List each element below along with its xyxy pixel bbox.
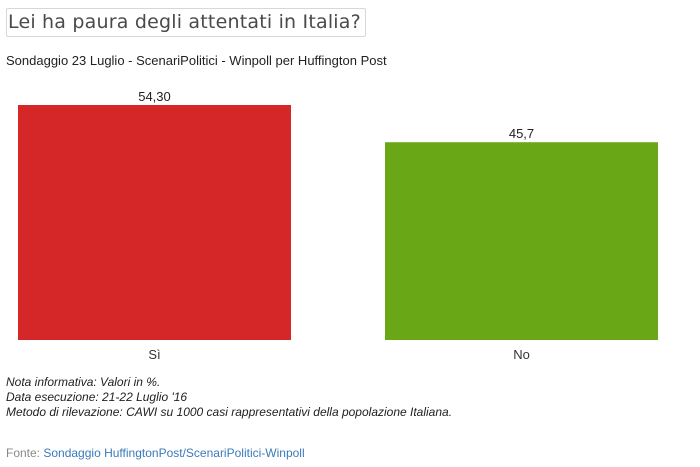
source-prefix: Fonte:	[6, 446, 44, 460]
value-label-1: 45,7	[509, 126, 534, 141]
category-label-1: No	[513, 347, 530, 362]
bar-chart: 54,30 45,7 Sì No	[18, 89, 658, 362]
chart-title: Lei ha paura degli attentati in Italia?	[6, 8, 366, 37]
source-credit: Fonte: Sondaggio HuffingtonPost/ScenariP…	[6, 446, 305, 460]
note-line: Metodo di rilevazione: CAWI su 1000 casi…	[6, 405, 453, 419]
note-line: Nota informativa: Valori in %.	[6, 375, 161, 389]
category-labels-group: Sì No	[148, 347, 529, 362]
bar-1	[385, 142, 658, 340]
methodology-notes: Nota informativa: Valori in %. Data esec…	[6, 375, 452, 420]
category-label-0: Sì	[148, 347, 160, 362]
bar-0	[18, 105, 291, 340]
chart-subtitle: Sondaggio 23 Luglio - ScenariPolitici - …	[6, 53, 387, 68]
value-labels-group: 54,30 45,7	[138, 89, 534, 141]
source-link[interactable]: Sondaggio HuffingtonPost/ScenariPolitici…	[43, 446, 305, 460]
bars-group	[18, 105, 658, 340]
value-label-0: 54,30	[138, 89, 171, 104]
note-line: Data esecuzione: 21-22 Luglio '16	[6, 390, 188, 404]
